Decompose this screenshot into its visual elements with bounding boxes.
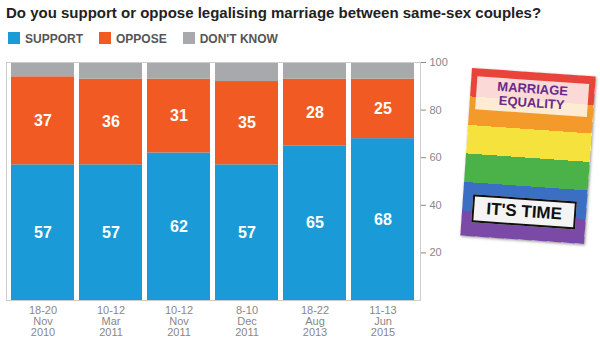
svg-text:80: 80 [430,104,442,116]
svg-text:28: 28 [306,104,324,121]
svg-text:37: 37 [34,112,52,129]
html-text:IT'S TIME: IT'S TIME [485,199,563,224]
svg-text:68: 68 [374,211,392,228]
svg-text:10-12Nov2011: 10-12Nov2011 [165,304,193,338]
svg-text:57: 57 [102,224,120,241]
svg-text:10-12Mar2011: 10-12Mar2011 [97,304,125,338]
svg-text:25: 25 [374,100,392,117]
svg-text:36: 36 [102,113,120,130]
html-text:MARRIAGE EQUALITY: MARRIAGE EQUALITY [496,78,569,113]
svg-text:8-10Dec2011: 8-10Dec2011 [235,304,259,338]
svg-text:65: 65 [306,214,324,231]
html-text:OPPOSE: OPPOSE [116,32,167,46]
svg-text:31: 31 [170,107,188,124]
svg-text:100: 100 [430,56,448,68]
svg-text:18-20Nov2010: 18-20Nov2010 [29,304,57,338]
svg-text:35: 35 [238,114,256,131]
svg-text:20: 20 [430,246,442,258]
svg-text:62: 62 [170,218,188,235]
html-text:Do you support or oppose legal: Do you support or oppose legalising marr… [6,4,542,21]
svg-text:57: 57 [238,224,256,241]
svg-text:18-22Aug2013: 18-22Aug2013 [301,304,329,338]
html-text:SUPPORT: SUPPORT [25,32,83,46]
svg-text:40: 40 [430,199,442,211]
svg-text:11-13Jun2015: 11-13Jun2015 [369,304,396,338]
svg-text:60: 60 [430,151,442,163]
svg-text:57: 57 [34,224,52,241]
html-text:DON'T KNOW: DON'T KNOW [199,32,278,46]
